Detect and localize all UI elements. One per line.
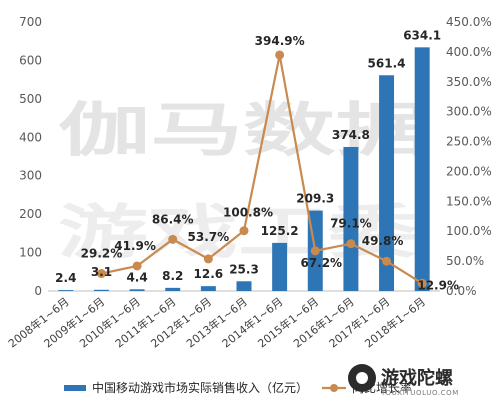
data-labels: 2.4 3.1 4.4 8.2 12.6 25.3 125.2 209.3 374.8 561.4…: [55, 28, 459, 292]
y-right-tick: 150.0%: [446, 194, 492, 208]
line-value-label: 49.8%: [362, 234, 404, 248]
legend: 中国移动游戏市场实际销售收入（亿元） 同比增长率: [64, 380, 412, 395]
line-point: [417, 278, 427, 288]
line-point: [275, 50, 285, 60]
brand-logo: 游戏陀螺 YOUXITUOLUO.COM: [348, 364, 459, 397]
bar: [236, 281, 252, 291]
bar-value-label: 3.1: [91, 265, 112, 279]
logo-subtext: YOUXITUOLUO.COM: [380, 389, 459, 397]
legend-line-marker: [330, 384, 338, 392]
y-left-tick: 400: [19, 130, 42, 144]
y-right-tick: 50.0%: [446, 254, 484, 268]
line-point: [203, 254, 213, 264]
bar: [414, 47, 430, 291]
y-right-tick: 450.0%: [446, 15, 492, 29]
bar: [129, 289, 145, 291]
line-point: [132, 261, 142, 271]
y-left-tick: 500: [19, 92, 42, 106]
line-point: [239, 226, 249, 236]
bar: [165, 287, 181, 291]
line-point: [310, 246, 320, 256]
line-point: [346, 239, 356, 249]
bar: [200, 286, 216, 291]
legend-bar-swatch: [64, 385, 86, 391]
line-value-label: 53.7%: [188, 230, 230, 244]
y-left-tick: 0: [34, 284, 42, 298]
bar-value-label: 209.3: [296, 192, 334, 206]
bar: [58, 290, 74, 291]
y-right-tick: 350.0%: [446, 75, 492, 89]
y-right-tick: 250.0%: [446, 135, 492, 149]
y-right-tick: 100.0%: [446, 224, 492, 238]
x-tick-label: 2012年1~6月: [148, 294, 214, 350]
x-tick-label: 2018年1~6月: [362, 294, 428, 350]
y-right-tick: 0.0%: [446, 284, 477, 298]
logo-icon-inner: [356, 372, 368, 384]
line-value-label: 86.4%: [152, 212, 194, 226]
bar: [343, 146, 359, 291]
x-tick-label: 2008年1~6月: [5, 294, 71, 350]
bar: [93, 289, 109, 291]
line-value-label: 79.1%: [330, 217, 372, 231]
bar-value-label: 25.3: [229, 262, 259, 276]
y-left-tick: 300: [19, 169, 42, 183]
bar: [379, 75, 395, 292]
line-value-label: 394.9%: [255, 34, 305, 48]
x-tick-label: 2013年1~6月: [184, 294, 250, 350]
bar: [272, 242, 288, 291]
logo-text: 游戏陀螺: [381, 367, 453, 389]
y-right-tick: 400.0%: [446, 45, 492, 59]
legend-bar-label: 中国移动游戏市场实际销售收入（亿元）: [92, 380, 308, 395]
bar-value-label: 8.2: [162, 269, 183, 283]
x-tick-label: 2011年1~6月: [112, 294, 178, 350]
line-value-label: 67.2%: [300, 256, 342, 270]
y-left-tick: 200: [19, 207, 42, 221]
bar-value-label: 2.4: [55, 271, 76, 285]
x-tick-label: 2015年1~6月: [255, 294, 321, 350]
growth-line: [101, 54, 423, 285]
y-left-tick: 600: [19, 53, 42, 67]
bar-value-label: 374.8: [332, 128, 370, 142]
line-value-label: 12.9%: [417, 278, 459, 292]
bar-value-label: 4.4: [126, 270, 147, 284]
line-point: [96, 269, 106, 279]
line-point: [168, 234, 178, 244]
bar-value-label: 12.6: [194, 267, 224, 281]
bar-value-label: 125.2: [261, 224, 299, 238]
y-left-tick: 100: [19, 246, 42, 260]
x-tick-label: 2014年1~6月: [219, 294, 285, 350]
y-right-tick: 200.0%: [446, 164, 492, 178]
line-point: [382, 256, 392, 266]
line-value-label: 100.8%: [223, 206, 273, 220]
x-tick-label: 2016年1~6月: [290, 294, 356, 350]
x-tick-label: 2017年1~6月: [326, 294, 392, 350]
watermark-line-1: 伽马数据: [58, 96, 428, 164]
line-value-label: 41.9%: [114, 239, 156, 253]
x-tick-label: 2010年1~6月: [77, 294, 143, 350]
bar-value-label: 561.4: [368, 56, 406, 70]
x-tick-label: 2009年1~6月: [41, 294, 107, 350]
y-right-tick: 300.0%: [446, 105, 492, 119]
y-left-tick: 700: [19, 15, 42, 29]
line-value-label: 29.2%: [81, 247, 123, 261]
line-series: [96, 50, 427, 288]
bar-value-label: 634.1: [403, 28, 441, 42]
